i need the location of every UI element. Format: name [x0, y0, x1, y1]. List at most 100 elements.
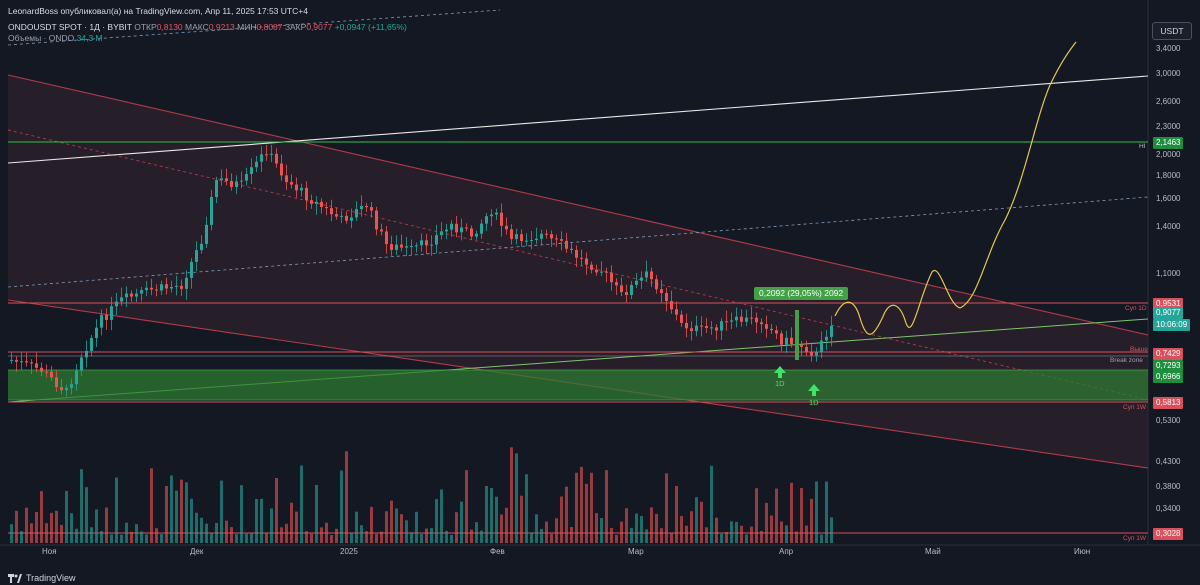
volume-bar — [665, 473, 668, 543]
candle-body — [595, 269, 598, 273]
volume-bar — [415, 511, 418, 543]
candle-body — [140, 289, 143, 294]
volume-bar — [780, 521, 783, 543]
volume-bar — [710, 465, 713, 543]
tradingview-logo[interactable]: TradingView — [8, 573, 76, 583]
time-tick-label: Май — [925, 547, 941, 556]
candle-body — [580, 257, 583, 259]
candle-body — [230, 180, 233, 187]
volume-bar — [645, 529, 648, 543]
candle-body — [820, 340, 823, 353]
volume-bar — [730, 521, 733, 543]
volume-bar — [190, 498, 193, 543]
volume-bar — [345, 451, 348, 543]
candle-body — [760, 322, 763, 325]
volume-bar — [465, 470, 468, 543]
volume-bar — [800, 488, 803, 543]
measurement-callout[interactable]: 0,2092 (29,05%) 2092 — [754, 287, 849, 300]
volume-bar — [640, 516, 643, 543]
candle-body — [250, 167, 253, 175]
candle-body — [515, 234, 518, 239]
volume-bar — [35, 511, 38, 543]
candle-body — [690, 328, 693, 332]
candle-body — [115, 301, 118, 307]
volume-bar — [380, 531, 383, 543]
open-value: 0,8130 — [156, 22, 183, 32]
dashed-trendline — [7, 196, 1149, 288]
candle-body — [100, 315, 103, 328]
volume-bar — [335, 528, 338, 543]
volume-bar — [460, 501, 463, 543]
volume-bar — [195, 512, 198, 543]
candle-body — [480, 223, 483, 234]
candle-body — [185, 277, 188, 289]
candle-body — [170, 286, 173, 289]
volume-label[interactable]: Объемы · ONDO — [8, 33, 75, 43]
volume-bar — [470, 529, 473, 543]
candlestick-series — [10, 144, 833, 397]
candle-body — [485, 216, 488, 224]
candle-body — [335, 214, 338, 217]
price-tag: 0,9077 — [1153, 307, 1184, 319]
candle-body — [700, 325, 703, 327]
volume-bar — [265, 533, 268, 543]
candle-body — [810, 352, 813, 356]
candle-body — [710, 327, 713, 329]
candle-body — [520, 234, 523, 241]
volume-bar — [105, 507, 108, 543]
candle-body — [55, 377, 58, 388]
candle-body — [685, 322, 688, 329]
volume-bar — [130, 531, 133, 543]
candle-body — [475, 233, 478, 237]
sup-1w-bottom-label: Суп 1W — [1123, 535, 1147, 542]
candle-body — [585, 258, 588, 265]
candle-body — [805, 346, 808, 353]
candle-body — [315, 201, 318, 204]
symbol-text[interactable]: ONDOUSDT SPOT · 1Д · BYBIT — [8, 22, 132, 32]
volume-bar — [630, 527, 633, 543]
candle-body — [40, 367, 43, 372]
candle-body — [30, 362, 33, 364]
price-tick-label: 3,0000 — [1156, 69, 1181, 78]
above-label: Выше — [1130, 346, 1148, 353]
volume-bar — [410, 532, 413, 543]
candle-body — [365, 205, 368, 208]
candle-body — [800, 344, 803, 347]
candle-body — [65, 387, 68, 391]
currency-button[interactable]: USDT — [1152, 22, 1192, 40]
price-tick-label: 2,6000 — [1156, 97, 1181, 106]
volume-bar — [55, 510, 58, 543]
candle-body — [680, 314, 683, 323]
candle-body — [420, 240, 423, 246]
volume-bar — [290, 502, 293, 543]
volume-bar — [110, 534, 113, 543]
candle-body — [490, 214, 493, 217]
volume-bar — [810, 498, 813, 543]
sup-1d-label: Суп 1D — [1125, 305, 1147, 312]
volume-bar — [700, 501, 703, 543]
hi-label: HI — [1139, 143, 1146, 150]
volume-bar — [535, 514, 538, 543]
candle-body — [270, 153, 273, 155]
candle-body — [15, 359, 18, 362]
white-resistance-line — [7, 75, 1149, 164]
volume-bar — [545, 521, 548, 543]
volume-bar — [515, 453, 518, 543]
volume-bar — [340, 470, 343, 543]
volume-bar — [510, 447, 513, 543]
volume-bar — [365, 531, 368, 543]
candle-body — [285, 175, 288, 183]
volume-bar — [740, 525, 743, 543]
volume-bar — [205, 523, 208, 543]
volume-bar — [175, 490, 178, 543]
volume-bar — [185, 482, 188, 543]
volume-bar — [755, 488, 758, 543]
price-tick-label: 1,1000 — [1156, 269, 1181, 278]
volume-bar — [360, 525, 363, 543]
candle-body — [240, 180, 243, 182]
tradingview-logo-icon — [8, 573, 22, 583]
volume-bar — [260, 498, 263, 543]
candle-body — [325, 207, 328, 209]
